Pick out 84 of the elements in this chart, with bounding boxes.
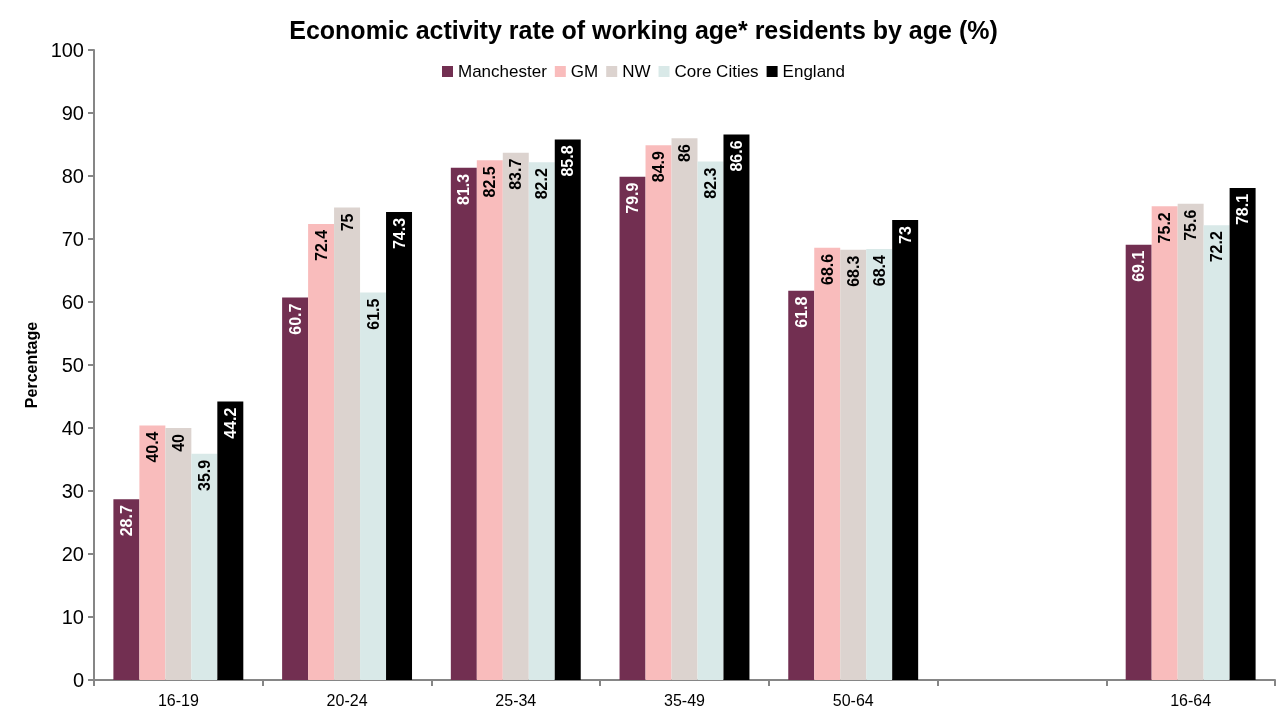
data-label: 40 <box>169 433 187 452</box>
bar <box>866 249 893 680</box>
data-label: 86.6 <box>727 140 745 172</box>
bar <box>360 292 387 680</box>
y-tick-label: 70 <box>61 228 84 250</box>
bar <box>554 139 581 680</box>
bar <box>619 176 646 680</box>
bar <box>1151 206 1178 680</box>
bar <box>450 167 477 680</box>
y-tick-label: 20 <box>61 543 84 565</box>
data-label: 40.4 <box>143 431 161 463</box>
data-label: 75.2 <box>1156 212 1174 244</box>
y-tick-label: 50 <box>61 354 84 376</box>
data-label: 85.8 <box>559 145 577 177</box>
bar <box>671 138 698 680</box>
data-label: 28.7 <box>117 505 135 537</box>
bar <box>334 207 361 680</box>
data-label: 86 <box>676 144 693 162</box>
bar <box>788 290 815 680</box>
bar <box>840 249 867 680</box>
data-label: 44.2 <box>221 407 239 439</box>
data-label: 60.7 <box>286 303 304 335</box>
data-label: 72.4 <box>312 229 330 262</box>
data-label: 83.7 <box>507 158 525 190</box>
data-label: 72.2 <box>1208 231 1226 263</box>
bar <box>282 297 309 680</box>
y-tick-label: 60 <box>61 291 84 313</box>
data-label: 68.4 <box>870 254 888 287</box>
bar <box>308 223 335 680</box>
x-tick-label: 16-19 <box>157 691 199 709</box>
data-label: 82.2 <box>533 168 551 200</box>
bar <box>113 499 140 680</box>
legend-label: England <box>782 62 845 81</box>
bar <box>1203 225 1230 680</box>
data-label: 73 <box>896 226 914 244</box>
data-label: 82.5 <box>481 166 499 198</box>
y-axis-title: Percentage <box>23 321 41 409</box>
y-tick-label: 30 <box>61 480 84 502</box>
bar <box>217 401 244 680</box>
y-tick-label: 40 <box>61 417 84 439</box>
data-label: 75 <box>338 213 356 232</box>
legend-label: GM <box>570 62 599 81</box>
bar <box>528 162 555 680</box>
legend-label: Manchester <box>458 62 548 81</box>
y-tick-label: 0 <box>72 669 84 691</box>
data-label: 75.6 <box>1182 209 1200 241</box>
data-label: 81.3 <box>455 173 473 205</box>
bar <box>814 247 841 680</box>
bar <box>1125 244 1152 680</box>
bar <box>1177 203 1204 680</box>
bar <box>892 220 919 680</box>
bar <box>386 211 413 680</box>
bar <box>139 425 166 680</box>
bar <box>165 428 192 680</box>
data-label: 61.8 <box>792 296 810 328</box>
y-tick-label: 80 <box>61 165 84 187</box>
data-label: 82.3 <box>701 167 719 199</box>
data-label: 35.9 <box>195 459 213 491</box>
data-label: 68.3 <box>844 255 862 287</box>
bar <box>645 145 672 680</box>
x-tick-label: 20-24 <box>326 691 368 709</box>
data-label: 79.9 <box>624 182 642 214</box>
data-label: 69.1 <box>1130 250 1148 282</box>
legend-label: NW <box>622 62 651 81</box>
data-label: 68.6 <box>818 253 836 285</box>
y-tick-label: 10 <box>61 606 84 628</box>
chart-title: Economic activity rate of working age* residents by age (%) <box>289 15 998 44</box>
x-tick-label: 16-64 <box>1170 691 1212 709</box>
bar <box>697 161 724 680</box>
bar <box>476 160 503 680</box>
y-tick-label: 90 <box>61 102 84 124</box>
x-tick-label: 25-34 <box>495 691 537 709</box>
y-tick-label: 100 <box>50 39 84 61</box>
bar <box>502 152 529 680</box>
bar <box>191 453 218 680</box>
data-label: 78.1 <box>1234 193 1252 226</box>
data-label: 74.3 <box>390 217 408 250</box>
data-label: 84.9 <box>650 151 668 183</box>
data-label: 61.5 <box>364 298 382 330</box>
bar <box>1229 187 1256 680</box>
legend-label: Core Cities <box>674 62 759 81</box>
x-tick-label: 50-64 <box>832 691 874 709</box>
x-tick-label: 35-49 <box>664 691 706 709</box>
bar <box>723 134 750 680</box>
